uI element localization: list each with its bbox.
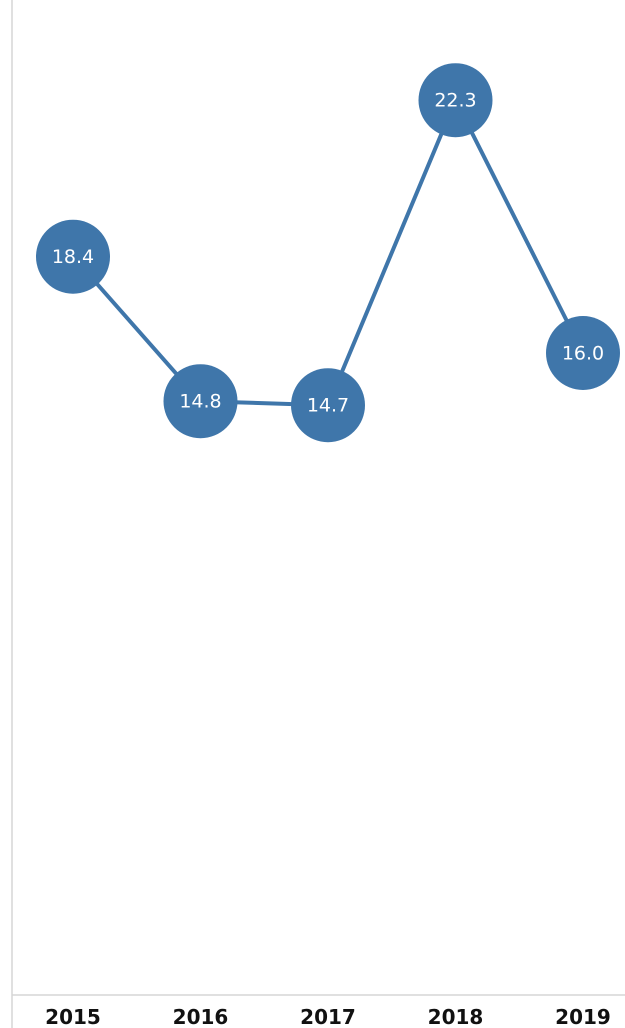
data-label: 22.3: [434, 90, 476, 112]
data-point-marker: [546, 316, 620, 390]
data-point-marker: [291, 368, 365, 443]
data-point-2018: 22.3: [418, 63, 493, 138]
data-point-marker: [418, 63, 493, 138]
data-label: 14.7: [307, 395, 349, 417]
data-point-2015: 18.4: [36, 219, 110, 294]
data-point-2016: 14.8: [163, 364, 238, 439]
x-tick-label: 2017: [300, 1005, 356, 1028]
x-tick-label: 2016: [173, 1005, 229, 1028]
x-tick-labels-layer: 2015 2016 2017 2018 2019: [45, 1005, 611, 1028]
data-label: 14.8: [179, 391, 221, 413]
x-tick-label: 2018: [428, 1005, 484, 1028]
series-line: [71, 98, 585, 408]
data-point-2019: 16.0: [546, 316, 620, 390]
data-label: 18.4: [52, 246, 94, 268]
data-label: 16.0: [562, 343, 604, 365]
data-points-layer: 18.4 14.8 14.7 22.3 16.0: [36, 63, 620, 443]
data-point-marker: [163, 364, 238, 439]
x-tick-label: 2015: [45, 1005, 101, 1028]
x-tick-label: 2019: [555, 1005, 611, 1028]
data-point-2017: 14.7: [291, 368, 365, 443]
data-point-marker: [36, 219, 110, 294]
